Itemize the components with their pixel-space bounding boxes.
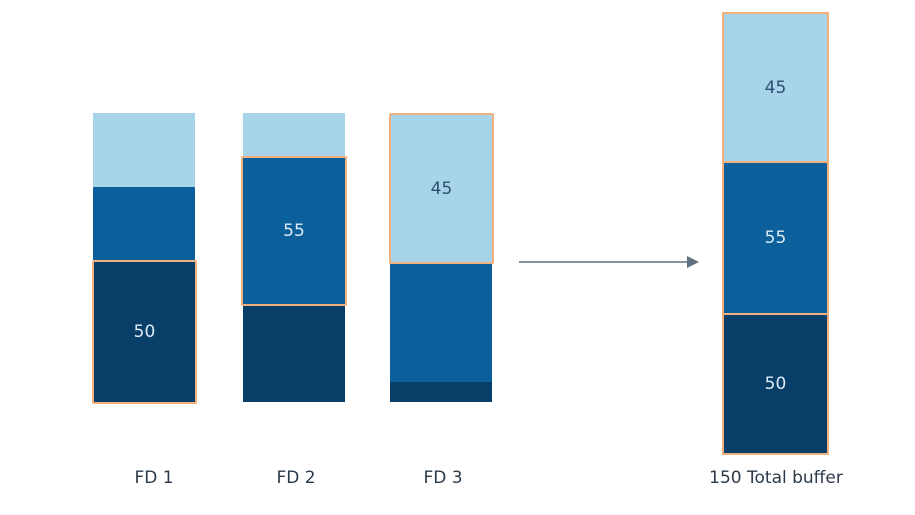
fd2-mid-segment: 55 xyxy=(241,156,347,306)
fd1-light-segment xyxy=(93,113,195,187)
fd3-mid-segment xyxy=(390,264,492,382)
total-buffer-label: 150 Total buffer xyxy=(709,468,843,488)
fd3-value: 45 xyxy=(430,178,453,199)
fd1-mid-segment xyxy=(93,187,195,260)
total-mid-segment: 55 xyxy=(722,161,829,315)
fd1-label: FD 1 xyxy=(134,468,174,488)
total-dark-segment: 50 xyxy=(722,313,829,455)
fd1-dark-segment: 50 xyxy=(92,260,197,404)
fd1-value: 50 xyxy=(133,322,156,342)
total-mid-value: 55 xyxy=(764,228,787,248)
fd2-label: FD 2 xyxy=(276,468,316,488)
fd2-dark-segment xyxy=(243,306,345,402)
total-light-segment: 45 xyxy=(722,12,829,163)
fd3-light-segment: 45 xyxy=(389,113,494,264)
fd3-label: FD 3 xyxy=(423,468,463,488)
fd2-light-segment xyxy=(243,113,345,157)
fd2-value: 55 xyxy=(283,221,305,241)
total-light-value: 45 xyxy=(764,77,787,98)
total-dark-value: 50 xyxy=(764,374,787,394)
fd3-dark-segment xyxy=(390,382,492,402)
right-arrow-icon xyxy=(519,256,699,268)
